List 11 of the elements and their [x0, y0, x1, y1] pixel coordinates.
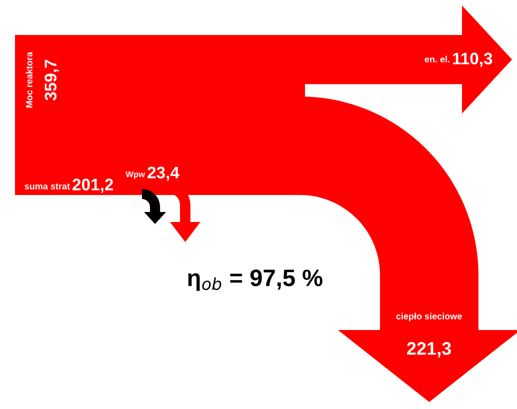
data-label: 110,3	[453, 52, 492, 67]
category-label: suma strat	[24, 183, 70, 190]
text: η$_{ob}$ = 97,5 %	[188, 270, 322, 291]
category-label: en. el.	[424, 56, 450, 62]
data-label: 359,7	[44, 60, 59, 100]
category-label: Moc reaktora	[26, 52, 32, 108]
category-label: Wpw	[126, 171, 146, 179]
data-label: 221,3	[407, 342, 451, 358]
category-label: ciepło sieciowe	[396, 312, 462, 322]
data-label: 201,2	[72, 178, 114, 193]
data-label: 23,4	[148, 166, 180, 181]
